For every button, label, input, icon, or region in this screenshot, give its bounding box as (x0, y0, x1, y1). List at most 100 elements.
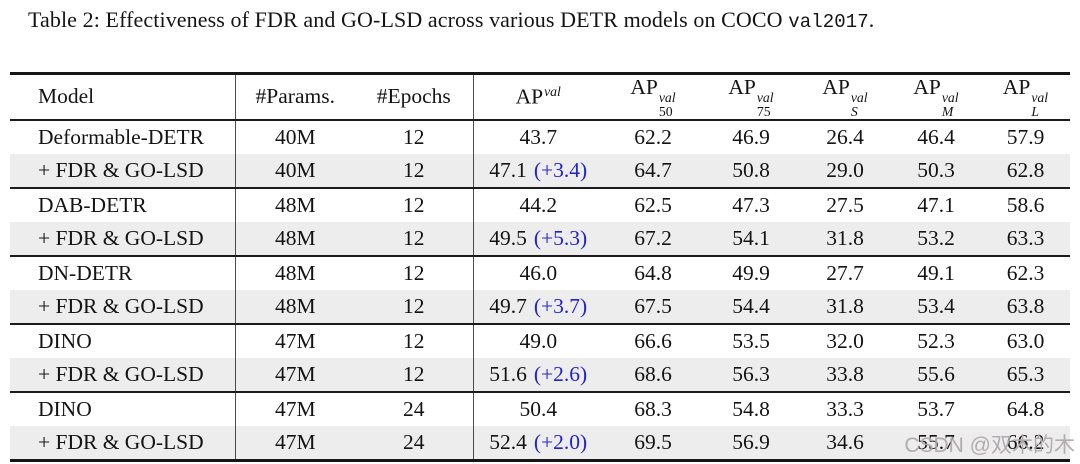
table-body: Deformable-DETR 40M 12 43.7 62.2 46.9 26… (10, 119, 1070, 459)
ap50-cell: 68.3 (603, 390, 703, 426)
apm-cell: 47.1 (891, 186, 981, 222)
model-cell: DINO (10, 390, 236, 426)
ap-delta-value: (+3.7) (533, 293, 588, 318)
ap-value: 50.4 (519, 396, 558, 421)
apm-cell: 49.1 (891, 254, 981, 290)
ap-cell: 44.2 (473, 186, 603, 222)
ap75-cell: 54.4 (703, 289, 799, 324)
table-row: DAB-DETR 48M 12 44.2 62.5 47.3 27.5 47.1… (10, 186, 1070, 222)
model-cell: Deformable-DETR (10, 119, 236, 154)
aps-cell: 31.8 (799, 289, 891, 324)
params-cell: 40M (274, 124, 316, 149)
col-header-ap50: AP val 50 (603, 75, 703, 121)
ap-cell: 50.4 (473, 390, 603, 426)
ap75-cell: 56.3 (703, 357, 799, 392)
ap75-cell: 56.9 (703, 425, 799, 459)
ap-value: 47.1 (489, 157, 527, 182)
table-row: + FDR & GO-LSD 48M 12 49.5 (+5.3) 67.2 54… (10, 221, 1070, 256)
params-cell: 48M (235, 221, 355, 256)
table-row: + FDR & GO-LSD 47M 24 52.4 (+2.0) 69.5 56… (10, 425, 1070, 459)
col-header-aps: AP val S (799, 75, 891, 121)
aps-cell: 27.7 (799, 254, 891, 290)
apl-cell: 63.8 (981, 289, 1070, 324)
aps-cell: 27.5 (799, 186, 891, 222)
results-table-wrap: Model #Params. #Epochs APval AP val 50 AP v… (10, 72, 1070, 464)
apm-cell: 53.7 (891, 390, 981, 426)
ap-delta-value: (+3.4) (533, 157, 588, 182)
epochs-cell: 12 (355, 221, 474, 256)
col-header-epochs: #Epochs (355, 75, 474, 121)
ap50-cell: 68.6 (603, 357, 703, 392)
epochs-cell: 12 (355, 357, 474, 392)
params-cell: 40M (235, 153, 355, 188)
epochs-cell: 24 (355, 425, 474, 459)
ap75-cell: 54.1 (703, 221, 799, 256)
ap-delta-value: (+2.6) (533, 361, 588, 386)
apl-cell: 62.8 (981, 153, 1070, 188)
params-cell: 48M (235, 186, 355, 222)
model-cell: + FDR & GO-LSD (10, 153, 236, 188)
ap75-cell: 46.9 (732, 124, 770, 149)
aps-cell: 34.6 (799, 425, 891, 459)
ap-cell: 49.7 (+3.7) (473, 289, 603, 324)
ap-delta-value: (+5.3) (533, 225, 588, 250)
aps-cell: 26.4 (826, 124, 864, 149)
table-row: + FDR & GO-LSD 40M 12 47.1 (+3.4) 64.7 50… (10, 153, 1070, 188)
epochs-cell: 24 (355, 390, 474, 426)
model-cell: + FDR & GO-LSD (10, 425, 236, 459)
model-cell: DAB-DETR (10, 186, 236, 222)
params-cell: 47M (235, 322, 355, 358)
ap50-cell: 62.2 (634, 124, 672, 149)
epochs-cell: 12 (355, 289, 474, 324)
ap-value: 43.7 (519, 124, 558, 149)
ap75-cell: 49.9 (703, 254, 799, 290)
ap-cell: 43.7 (473, 120, 603, 154)
apl-cell: 64.8 (981, 390, 1070, 426)
apm-cell: 52.3 (891, 322, 981, 358)
model-cell: + FDR & GO-LSD (10, 221, 236, 256)
ap50-cell: 67.5 (603, 289, 703, 324)
caption-code-text: val2017 (788, 11, 869, 33)
ap-value: 44.2 (519, 192, 558, 217)
ap50-cell: 69.5 (603, 425, 703, 459)
apl-cell: 57.9 (1006, 124, 1045, 149)
apl-cell: 63.3 (981, 221, 1070, 256)
epochs-cell: 12 (355, 322, 474, 358)
ap50-cell: 64.8 (603, 254, 703, 290)
ap-value: 46.0 (519, 260, 558, 285)
apl-cell: 62.3 (981, 254, 1070, 290)
watermark: CSDN @双木的木 (904, 434, 1075, 457)
col-header-apl: AP val L (981, 75, 1070, 121)
table-row: DN-DETR 48M 12 46.0 64.8 49.9 27.7 49.1 … (10, 254, 1070, 290)
model-cell: + FDR & GO-LSD (10, 357, 236, 392)
epochs-cell: 12 (355, 153, 474, 188)
epochs-cell: 12 (355, 254, 474, 290)
apl-cell: 66.2 (981, 425, 1070, 459)
params-cell: 48M (235, 254, 355, 290)
ap-cell: 46.0 (473, 254, 603, 290)
ap-delta-value: (+2.0) (533, 429, 588, 454)
ap-value: 49.0 (519, 328, 558, 353)
ap50-cell: 62.5 (603, 186, 703, 222)
table-caption: Table 2: Effectiveness of FDR and GO-LSD… (28, 7, 874, 33)
apm-cell: 55.6 (891, 357, 981, 392)
col-header-ap75: AP val 75 (703, 75, 799, 121)
ap75-cell: 53.5 (703, 322, 799, 358)
ap75-cell: 50.8 (703, 153, 799, 188)
col-header-params: #Params. (235, 75, 355, 121)
apm-cell: 46.4 (917, 124, 955, 149)
ap-cell: 47.1 (+3.4) (473, 153, 603, 188)
ap-cell: 49.0 (473, 322, 603, 358)
params-cell: 47M (235, 425, 355, 459)
ap-superscript: val (544, 84, 561, 100)
ap50-cell: 64.7 (603, 153, 703, 188)
caption-text: Table 2: Effectiveness of FDR and GO-LSD… (28, 7, 789, 32)
apl-cell: 58.6 (981, 186, 1070, 222)
apm-cell: 50.3 (891, 153, 981, 188)
col-header-ap: APval (473, 75, 603, 121)
aps-cell: 31.8 (799, 221, 891, 256)
table-bottom-rule (10, 458, 1070, 464)
ap75-cell: 54.8 (703, 390, 799, 426)
table-row: Deformable-DETR 40M 12 43.7 62.2 46.9 26… (10, 119, 1070, 154)
col-header-model: Model (10, 75, 236, 121)
